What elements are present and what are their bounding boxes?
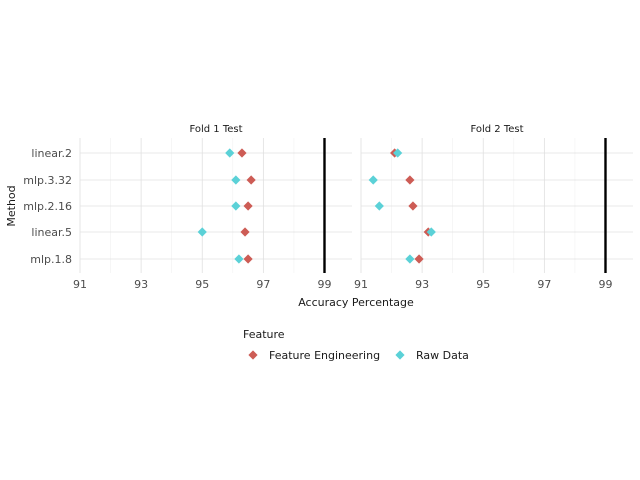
y-tick-label: linear.2 [31,147,72,160]
x-axis-label: Accuracy Percentage [298,296,414,309]
panel-title: Fold 1 Test [189,124,242,135]
panel-1: 91 93 95 97 99 Fold 1 Test [73,124,352,291]
x-tick-label: 95 [195,278,209,291]
legend: Feature Feature Engineering Raw Data [243,328,469,362]
raw-data-point [231,201,241,211]
x-tick-label: 91 [73,278,87,291]
x-tick-label: 97 [537,278,551,291]
y-tick-label: mlp.2.16 [23,200,72,213]
feature-engineering-point [414,254,424,264]
raw-data-point [393,148,403,158]
x-tick-label: 95 [476,278,490,291]
raw-data-point [197,227,207,237]
panel-2: 91 93 95 97 99 Fold 2 Test [354,124,633,291]
legend-key [395,350,405,360]
x-tick-label: 91 [354,278,368,291]
x-tick-label: 99 [317,278,331,291]
y-axis-label: Method [5,185,18,226]
legend-key [248,350,258,360]
y-tick-label: mlp.3.32 [23,174,72,187]
feature-engineering-point [243,254,253,264]
x-tick-label: 93 [415,278,429,291]
panel-title: Fold 2 Test [470,124,523,135]
feature-engineering-point [408,201,418,211]
raw-data-point [405,254,415,264]
x-tick-label: 97 [256,278,270,291]
feature-engineering-point [240,227,250,237]
raw-data-point [225,148,235,158]
feature-engineering-point [243,201,253,211]
y-tick-label: mlp.1.8 [30,253,72,266]
x-tick-label: 93 [134,278,148,291]
feature-engineering-point [246,175,256,185]
facet-panels: 91 93 95 97 99 Fold 1 Test 91 93 95 97 99 Fold 2 Te… [23,124,633,291]
legend-label: Feature Engineering [269,349,380,362]
x-tick-label: 99 [598,278,612,291]
legend-label: Raw Data [416,349,469,362]
y-tick-label: linear.5 [31,226,72,239]
raw-data-point [234,254,244,264]
raw-data-point [231,175,241,185]
legend-title: Feature [243,328,285,341]
raw-data-point [374,201,384,211]
feature-engineering-point [405,175,415,185]
feature-engineering-point [237,148,247,158]
raw-data-point [426,227,436,237]
raw-data-point [368,175,378,185]
